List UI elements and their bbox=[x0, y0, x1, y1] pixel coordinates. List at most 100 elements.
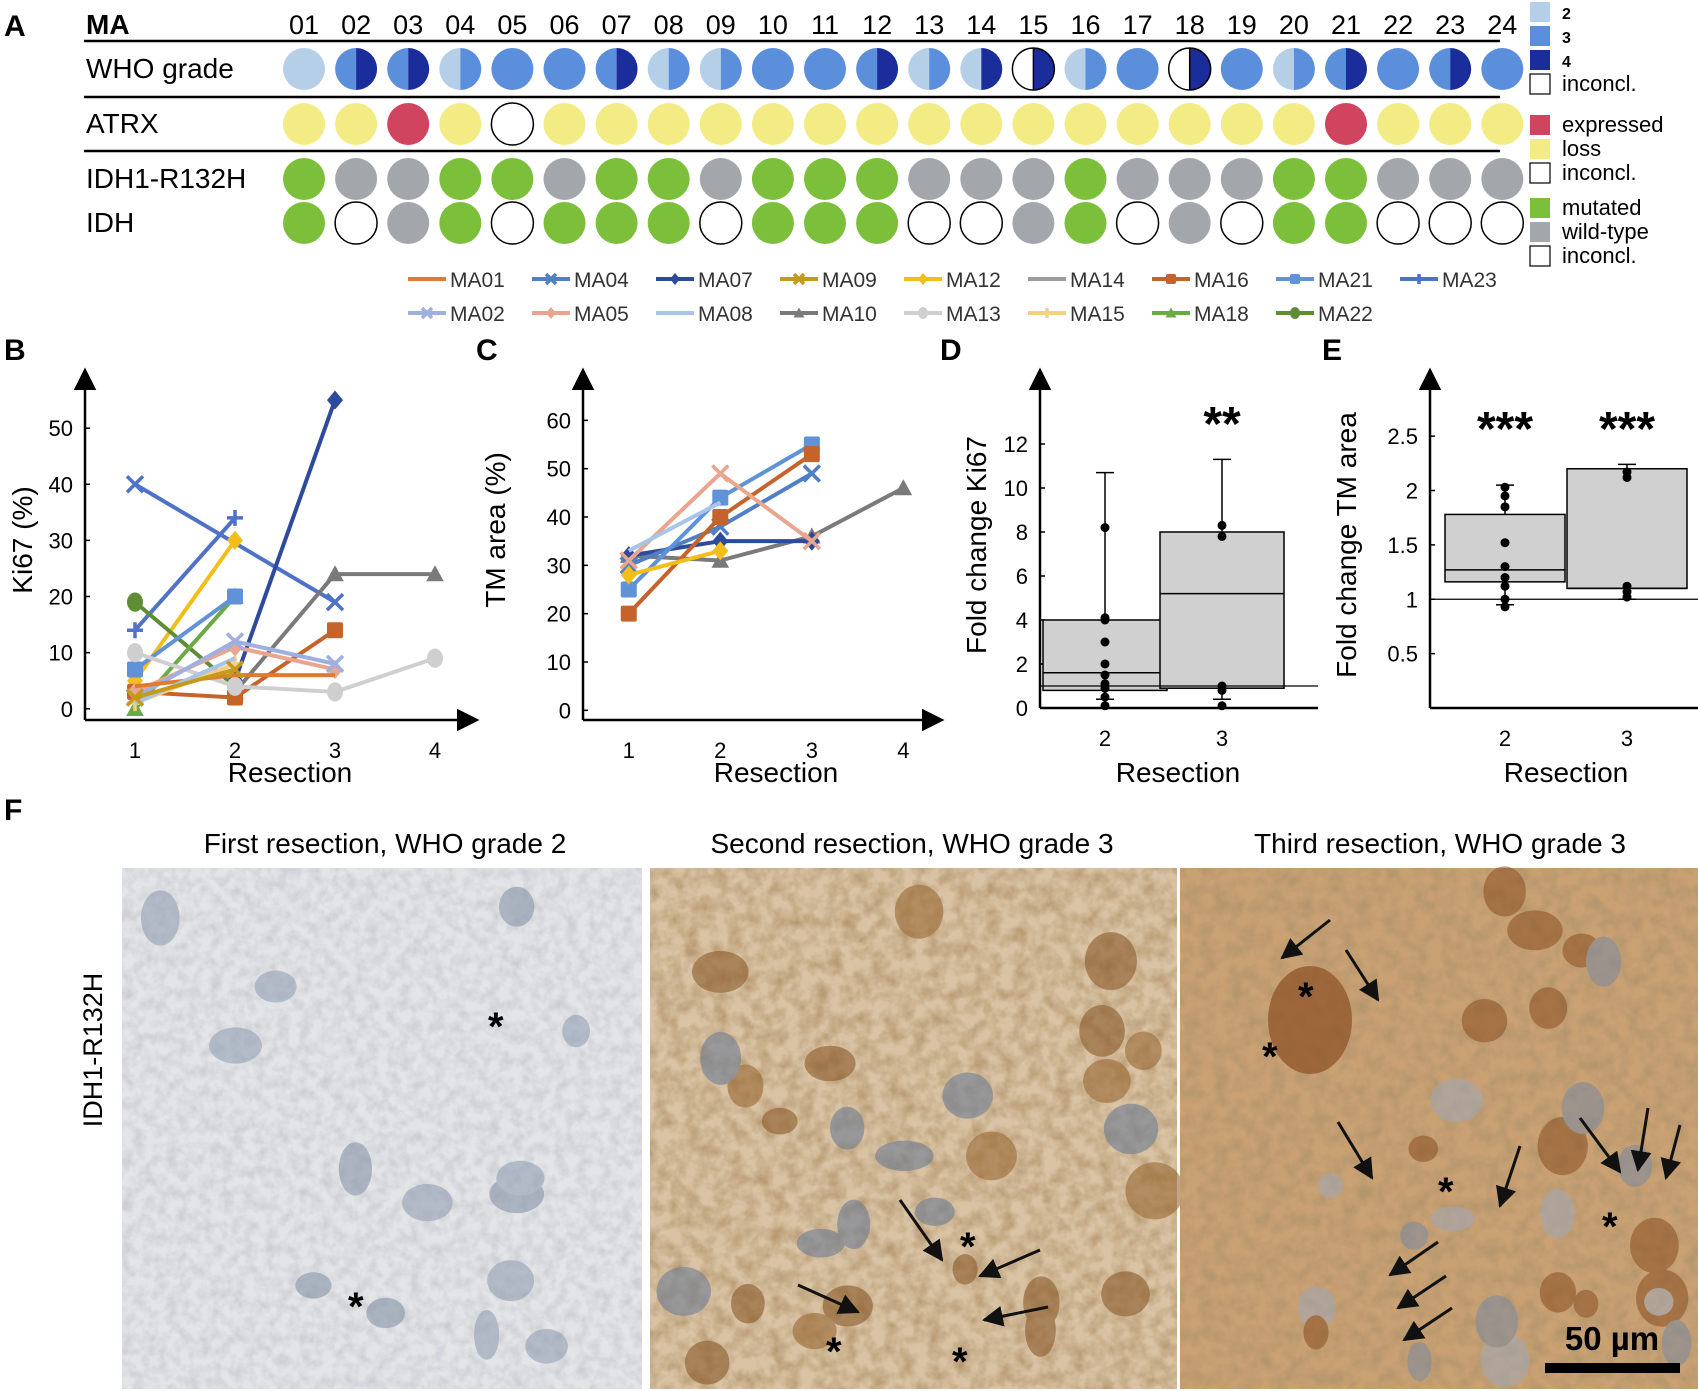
cell-nucleus bbox=[1461, 998, 1508, 1043]
cell-nucleus bbox=[804, 1045, 856, 1082]
sample-id: 21 bbox=[1331, 10, 1361, 40]
legend-label: loss bbox=[1562, 136, 1601, 161]
legend-item: MA10 bbox=[780, 303, 877, 326]
arrow-marker bbox=[1344, 949, 1380, 1002]
micrograph-third-resection: * * * * 50 µm bbox=[1180, 866, 1698, 1389]
data-point bbox=[1622, 581, 1632, 591]
cell-nucleus bbox=[942, 1072, 993, 1119]
legend-item: MA01 bbox=[408, 269, 505, 292]
cell-nucleus bbox=[1661, 1319, 1692, 1367]
idh1-dot bbox=[491, 158, 534, 200]
atrx-dot bbox=[595, 103, 638, 145]
arrow-marker bbox=[1496, 1145, 1522, 1208]
legend-item: MA21 bbox=[1276, 269, 1373, 292]
panel-letter-d: D bbox=[940, 334, 962, 367]
data-point bbox=[1217, 701, 1227, 711]
idh-dot bbox=[1168, 202, 1211, 244]
half-right bbox=[1189, 48, 1211, 90]
asterisk-marker: * bbox=[1438, 1170, 1454, 1214]
who-grade-dot bbox=[387, 48, 430, 90]
idh-dot bbox=[1480, 201, 1525, 245]
marker bbox=[227, 637, 243, 657]
cell-nucleus bbox=[1529, 987, 1568, 1030]
x-tick-label: 2 bbox=[1499, 726, 1511, 751]
idh-dot bbox=[699, 201, 743, 245]
x-tick-label: 3 bbox=[329, 738, 341, 763]
atrx-dot bbox=[1481, 103, 1524, 145]
series-ma08 bbox=[627, 500, 722, 553]
legend-label: MA15 bbox=[1070, 303, 1125, 326]
legend-item: MA22 bbox=[1276, 303, 1373, 326]
legend-swatch bbox=[1530, 2, 1550, 22]
marker bbox=[1166, 274, 1176, 284]
x-axis-label: Resection bbox=[228, 757, 353, 788]
box-3 bbox=[1159, 458, 1285, 711]
idh-dot bbox=[804, 202, 846, 244]
sample-id: 08 bbox=[654, 10, 684, 40]
series-ma16 bbox=[620, 446, 820, 622]
cell-nucleus bbox=[1317, 1173, 1344, 1199]
half-right bbox=[981, 48, 1003, 90]
data-point bbox=[1100, 659, 1110, 669]
x-axis-label: Resection bbox=[1504, 757, 1629, 788]
marker bbox=[711, 464, 730, 483]
sample-id: 11 bbox=[811, 10, 839, 40]
atrx-dot bbox=[543, 103, 586, 145]
marker bbox=[544, 272, 558, 286]
cell-nucleus bbox=[952, 1254, 978, 1285]
x-tick-label: 2 bbox=[229, 738, 241, 763]
asterisk-marker: * bbox=[348, 1285, 364, 1329]
half-right bbox=[408, 48, 430, 90]
legend-label: MA13 bbox=[946, 303, 1001, 326]
atrx-dot bbox=[1377, 103, 1420, 145]
legend-label: MA09 bbox=[822, 269, 877, 292]
cell-nucleus bbox=[1083, 1059, 1131, 1103]
x-tick-label: 1 bbox=[623, 738, 635, 763]
legend-label: inconcl. bbox=[1562, 243, 1637, 268]
sample-id: 20 bbox=[1279, 10, 1309, 40]
who-grade-dot bbox=[1167, 47, 1212, 91]
x-tick-label: 2 bbox=[1099, 726, 1111, 751]
cell-nucleus bbox=[254, 970, 297, 1003]
idh1-dot bbox=[1429, 158, 1472, 200]
series-legend: MA01 MA04 MA07 MA09 MA12 MA14 MA16 MA21 MA23 MA02… bbox=[408, 269, 1497, 326]
cell-nucleus bbox=[402, 1183, 453, 1222]
half-left bbox=[908, 48, 930, 90]
y-tick-label: 30 bbox=[547, 553, 571, 578]
legend-swatch bbox=[1530, 26, 1550, 46]
y-tick-label: 50 bbox=[547, 457, 571, 482]
legend-label: MA23 bbox=[1442, 269, 1497, 292]
half-left bbox=[387, 48, 409, 90]
idh1-dot bbox=[699, 158, 742, 200]
who-grade-dot bbox=[1064, 48, 1107, 90]
data-point bbox=[1500, 573, 1510, 582]
idh1-dot bbox=[960, 158, 1003, 200]
marker bbox=[1290, 274, 1300, 284]
idh-dot bbox=[1012, 202, 1055, 244]
marker bbox=[325, 654, 345, 674]
idh-dot bbox=[283, 202, 325, 244]
y-tick-label: 20 bbox=[547, 602, 571, 627]
micrograph-second-resection: * * * bbox=[650, 868, 1185, 1389]
who-grade-dot bbox=[856, 48, 899, 90]
idh1-dot bbox=[283, 158, 325, 200]
marker bbox=[712, 509, 729, 525]
scale-bar-label: 50 µm bbox=[1565, 1320, 1659, 1357]
legend-label: MA14 bbox=[1070, 269, 1125, 292]
sample-id: 07 bbox=[602, 10, 632, 40]
cell-nucleus bbox=[209, 1027, 262, 1064]
data-point bbox=[1100, 637, 1110, 647]
half-left bbox=[1429, 48, 1451, 90]
significance-marker: *** bbox=[1599, 403, 1655, 456]
idh1-dot bbox=[856, 158, 899, 200]
legend-label: MA12 bbox=[946, 269, 1001, 292]
y-tick-label: 4 bbox=[1016, 608, 1028, 633]
idh-dot bbox=[647, 202, 690, 244]
atrx-dot bbox=[699, 103, 742, 145]
idh1-dot bbox=[543, 158, 586, 200]
marker bbox=[227, 530, 243, 550]
legend-item: MA07 bbox=[656, 269, 753, 292]
sample-id: 14 bbox=[966, 10, 996, 40]
half-left bbox=[647, 48, 669, 90]
